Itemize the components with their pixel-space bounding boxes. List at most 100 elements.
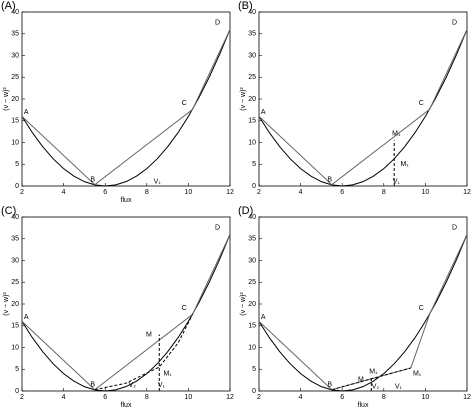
x-tick-label: 10	[422, 189, 430, 196]
y-tick-label: 25	[248, 74, 256, 81]
x-tick-label: 2	[257, 189, 261, 196]
y-tick-label: 5	[15, 366, 19, 373]
y-tick-label: 20	[11, 96, 19, 103]
x-tick-label: 12	[226, 189, 234, 196]
annotation: V₁	[154, 178, 162, 185]
y-tick-label: 20	[11, 301, 19, 308]
annotation: V₁	[158, 382, 166, 389]
y-tick-label: 40	[11, 9, 19, 16]
annotation: A	[261, 109, 266, 116]
x-tick-label: 8	[382, 394, 386, 401]
panel-title: (A)	[1, 0, 16, 12]
x-tick-label: 2	[257, 394, 261, 401]
panel-title: (C)	[1, 205, 16, 217]
y-tick-label: 5	[252, 366, 256, 373]
annotation: M₁	[392, 131, 401, 138]
annotation: M₁	[400, 161, 409, 168]
y-tick-label: 15	[11, 323, 19, 330]
x-tick-label: 4	[62, 189, 66, 196]
x-tick-label: 4	[299, 189, 303, 196]
line-series	[21, 234, 231, 391]
y-tick-label: 20	[248, 96, 256, 103]
y-tick-label: 30	[11, 257, 19, 264]
x-tick-label: 6	[340, 189, 344, 196]
panel-title: (D)	[238, 205, 253, 217]
y-tick-label: 0	[15, 183, 19, 190]
y-tick-label: 25	[11, 279, 19, 286]
panel-title: (B)	[238, 0, 253, 12]
x-axis-label: flux	[121, 197, 132, 204]
y-tick-label: 40	[248, 214, 256, 221]
y-tick-label: 35	[11, 31, 19, 38]
y-tick-label: 10	[248, 344, 256, 351]
line-series	[258, 234, 468, 391]
annotation: V₁	[393, 178, 401, 185]
y-tick-label: 30	[11, 52, 19, 59]
plot-frame	[258, 11, 468, 187]
x-tick-label: 6	[340, 394, 344, 401]
y-tick-label: 35	[11, 236, 19, 243]
annotation: M	[358, 377, 364, 384]
annotation: C	[419, 305, 424, 312]
line-series	[258, 29, 468, 187]
annotation: B	[90, 176, 95, 183]
y-tick-label: 0	[15, 388, 19, 395]
annotation: B	[90, 381, 95, 388]
x-tick-label: 8	[382, 189, 386, 196]
annotation: B	[327, 381, 332, 388]
annotation: M₁	[369, 369, 378, 376]
annotation: M₁	[413, 370, 422, 377]
y-tick-label: 15	[11, 118, 19, 125]
y-tick-label: 35	[248, 31, 256, 38]
x-tick-label: 10	[422, 394, 430, 401]
annotation: A	[261, 314, 266, 321]
annotation: V₂	[129, 382, 137, 389]
y-tick-label: 20	[248, 301, 256, 308]
x-tick-label: 2	[20, 394, 24, 401]
y-tick-label: 15	[248, 118, 256, 125]
y-tick-label: 15	[248, 323, 256, 330]
line-series	[94, 314, 194, 391]
y-axis-label: (v − w)²	[3, 87, 10, 111]
x-tick-label: 10	[185, 189, 193, 196]
y-tick-label: 25	[11, 74, 19, 81]
y-tick-label: 30	[248, 257, 256, 264]
line-series	[258, 29, 468, 186]
y-axis-label: (v − w)²	[3, 292, 10, 316]
y-axis-label: (v − w)²	[240, 87, 247, 111]
y-tick-label: 40	[248, 9, 256, 16]
plot-frame	[21, 216, 231, 392]
y-tick-label: 5	[15, 161, 19, 168]
y-tick-label: 10	[248, 139, 256, 146]
x-tick-label: 6	[103, 189, 107, 196]
x-tick-label: 4	[299, 394, 303, 401]
line-series	[258, 234, 468, 392]
y-tick-label: 25	[248, 279, 256, 286]
line-series	[21, 29, 231, 186]
y-tick-label: 0	[252, 183, 256, 190]
y-axis-label: (v − w)²	[240, 292, 247, 316]
y-tick-label: 0	[252, 388, 256, 395]
annotation: B	[327, 176, 332, 183]
y-tick-label: 10	[11, 139, 19, 146]
annotation: M	[146, 331, 152, 338]
annotation: V₂	[372, 383, 380, 390]
x-tick-label: 8	[145, 189, 149, 196]
x-tick-label: 6	[103, 394, 107, 401]
annotation: C	[182, 305, 187, 312]
y-tick-label: 40	[11, 214, 19, 221]
x-tick-label: 2	[20, 189, 24, 196]
plot-frame	[258, 216, 468, 392]
plot-frame	[21, 11, 231, 187]
y-tick-label: 30	[248, 52, 256, 59]
x-axis-label: flux	[121, 402, 132, 409]
x-tick-label: 12	[463, 189, 471, 196]
x-tick-label: 12	[226, 394, 234, 401]
y-tick-label: 10	[11, 344, 19, 351]
annotation: C	[182, 100, 187, 107]
annotation: A	[24, 314, 29, 321]
x-axis-label: flux	[358, 402, 369, 409]
line-series	[21, 29, 231, 187]
x-tick-label: 4	[62, 394, 66, 401]
